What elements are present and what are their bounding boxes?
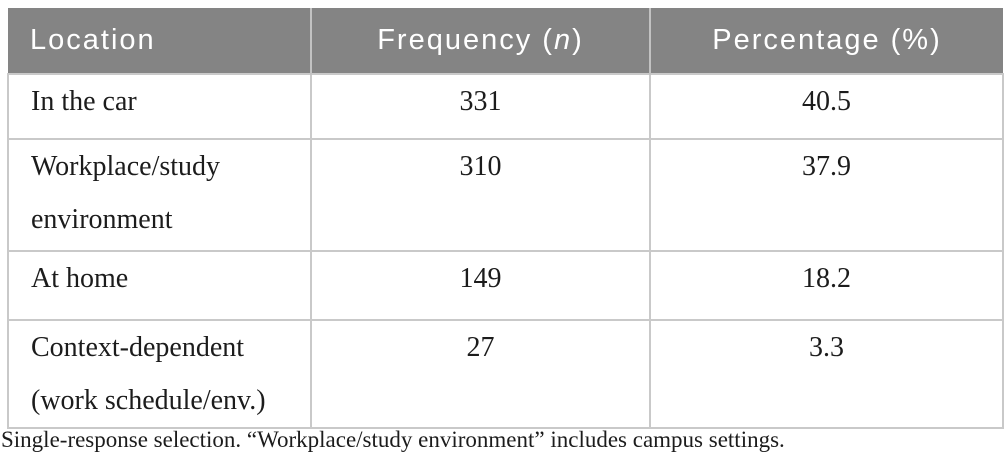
cell-frequency: 149 xyxy=(310,250,651,321)
cell-frequency: 310 xyxy=(310,138,651,252)
header-row: Location Frequency (n) Percentage (%) xyxy=(8,8,1003,74)
data-table: Location Frequency (n) Percentage (%) In… xyxy=(7,8,1004,429)
cell-percentage: 3.3 xyxy=(649,319,1004,429)
cell-percentage: 18.2 xyxy=(649,250,1004,321)
cell-location: Workplace/study environment xyxy=(7,138,312,252)
table-row: At home 149 18.2 xyxy=(7,250,1004,321)
table-row: In the car 331 40.5 xyxy=(7,73,1004,140)
cell-percentage: 37.9 xyxy=(649,138,1004,252)
column-header-percentage: Percentage (%) xyxy=(649,8,1003,74)
frequency-variable-n: n xyxy=(553,24,573,56)
column-header-frequency: Frequency (n) xyxy=(310,8,650,74)
cell-frequency: 331 xyxy=(310,73,651,140)
cell-frequency: 27 xyxy=(310,319,651,429)
table-row: Workplace/study environment 310 37.9 xyxy=(7,138,1004,252)
column-header-location: Location xyxy=(8,8,311,74)
cell-percentage: 40.5 xyxy=(649,73,1004,140)
frequency-label-prefix: Frequency ( xyxy=(377,24,554,56)
cell-location: Context-dependent (work schedule/env.) xyxy=(7,319,312,429)
cell-location: At home xyxy=(7,250,312,321)
frequency-label-suffix: ) xyxy=(572,24,584,56)
table-row: Context-dependent (work schedule/env.) 2… xyxy=(7,319,1004,429)
cell-location: In the car xyxy=(7,73,312,140)
table-footnote: Single-response selection. “Workplace/st… xyxy=(1,427,785,452)
